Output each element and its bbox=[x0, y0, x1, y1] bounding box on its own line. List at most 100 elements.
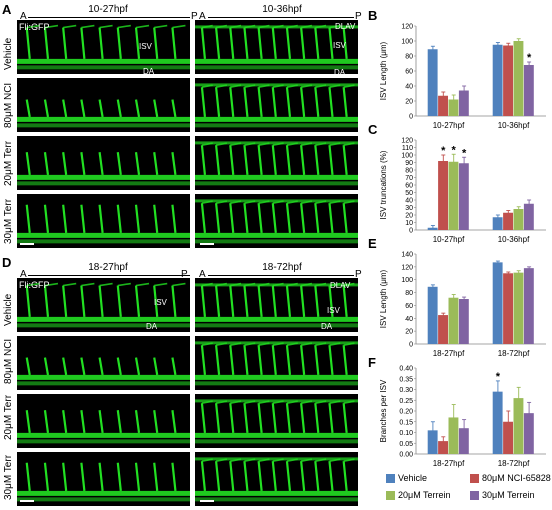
micrograph bbox=[195, 452, 358, 506]
da-label: DA bbox=[334, 68, 346, 77]
legend-item: Vehicle bbox=[386, 473, 427, 483]
y-tick-label: 90 bbox=[405, 160, 413, 167]
y-tick-label: 120 bbox=[401, 264, 413, 271]
y-tick-label: 20 bbox=[405, 99, 413, 106]
bar bbox=[503, 273, 513, 344]
dlav-label: DLAV bbox=[335, 22, 356, 31]
micrograph bbox=[195, 394, 358, 448]
bar bbox=[438, 441, 448, 454]
y-tick-label: 100 bbox=[401, 277, 413, 284]
axis-a-label: A bbox=[199, 11, 206, 22]
y-tick-label: 110 bbox=[402, 145, 413, 152]
significance-star: * bbox=[462, 147, 467, 159]
bar bbox=[492, 44, 503, 116]
x-tick-label: 18-72hpf bbox=[498, 459, 530, 468]
bar bbox=[448, 161, 459, 230]
dlav-label: DLAV bbox=[330, 281, 351, 290]
legend-swatch bbox=[386, 490, 395, 500]
axis-p-label: P bbox=[181, 269, 188, 280]
scale-bar bbox=[200, 500, 214, 502]
micrograph bbox=[195, 136, 358, 190]
bar bbox=[438, 161, 448, 230]
y-tick-label: 30 bbox=[405, 205, 413, 212]
chart-svg: ISV truncations (%)010203040506070809010… bbox=[379, 138, 546, 244]
bar bbox=[523, 413, 534, 454]
axis-line bbox=[208, 17, 354, 18]
legend-label: 80μM NCI-65828 bbox=[482, 473, 551, 483]
y-tick-label: 0.35 bbox=[399, 376, 413, 383]
chart-svg: ISV Length (μm) 0 20 40 60 80 100 120 140 18-27hp… bbox=[379, 252, 546, 358]
bar bbox=[458, 90, 469, 116]
y-tick-label: 0 bbox=[409, 342, 413, 349]
bar bbox=[492, 391, 503, 454]
panel-letter-b: B bbox=[368, 8, 378, 23]
y-tick-label: 70 bbox=[405, 175, 413, 182]
y-tick-label: 120 bbox=[401, 138, 413, 145]
marker-label: Fli:GFP bbox=[19, 22, 50, 32]
bar bbox=[492, 217, 503, 230]
da-label: DA bbox=[143, 67, 155, 76]
panel-letter-f: F bbox=[368, 355, 376, 370]
y-tick-label: 60 bbox=[405, 69, 413, 76]
scale-bar bbox=[20, 500, 34, 502]
x-tick-label: 18-27hpf bbox=[433, 349, 465, 358]
y-tick-label: 60 bbox=[405, 303, 413, 310]
legend: Vehicle 80μM NCI-65828 20μM Terrein 30μM… bbox=[382, 470, 551, 508]
axis-p-label: P bbox=[355, 269, 362, 280]
micrograph bbox=[195, 194, 358, 248]
y-tick-label: 140 bbox=[401, 252, 413, 259]
micrograph bbox=[17, 78, 190, 132]
y-tick-label: 0 bbox=[409, 228, 413, 235]
bar bbox=[513, 398, 524, 454]
row-label: 20μM Terr bbox=[3, 394, 14, 440]
axis-a-label: A bbox=[199, 269, 206, 280]
row-label: 30μM Terr bbox=[3, 454, 14, 500]
y-tick-label: 40 bbox=[405, 316, 413, 323]
bar bbox=[523, 268, 534, 344]
panel-letter-e: E bbox=[368, 236, 377, 251]
x-tick-label: 10-27hpf bbox=[433, 121, 465, 130]
y-axis-label: Branches per ISV bbox=[379, 379, 388, 442]
micrograph bbox=[17, 136, 190, 190]
y-tick-label: 20 bbox=[405, 329, 413, 336]
y-tick-label: 0.25 bbox=[399, 398, 413, 405]
y-tick-label: 0.05 bbox=[399, 441, 413, 448]
x-tick-label: 18-27hpf bbox=[433, 459, 465, 468]
y-axis-label: ISV Length (μm) bbox=[379, 41, 388, 100]
legend-item: 80μM NCI-65828 bbox=[470, 473, 551, 483]
da-label: DA bbox=[321, 322, 333, 331]
row-label: 80μM NCI bbox=[3, 82, 14, 128]
marker-label: Fli:GFP bbox=[19, 280, 50, 290]
bar bbox=[427, 430, 438, 454]
legend-label: 30μM Terrein bbox=[482, 490, 535, 500]
micrograph bbox=[17, 336, 190, 390]
axis-line bbox=[208, 275, 354, 276]
axis-p-label: P bbox=[191, 11, 198, 22]
axis-line bbox=[28, 275, 190, 276]
y-tick-label: 120 bbox=[401, 24, 413, 31]
row-label: 30μM Terr bbox=[3, 198, 14, 244]
legend-swatch bbox=[470, 490, 479, 500]
bar bbox=[458, 163, 469, 230]
bar bbox=[448, 417, 459, 454]
column-header: 18-27hpf bbox=[88, 262, 128, 273]
y-tick-label: 20 bbox=[405, 213, 413, 220]
isv-label: ISV bbox=[139, 42, 152, 51]
micrograph bbox=[195, 336, 358, 390]
y-tick-label: 60 bbox=[405, 183, 413, 190]
micrograph bbox=[17, 394, 190, 448]
row-label: Vehicle bbox=[3, 37, 14, 70]
bar bbox=[503, 212, 513, 230]
bar bbox=[448, 99, 459, 116]
chart-svg: Branches per ISV 0.00 0.05 0.10 0.15 0.20 0.25… bbox=[379, 366, 546, 468]
chart-e: ISV Length (μm) 0 20 40 60 80 100 120 140 18-27hp… bbox=[376, 248, 552, 360]
legend-label: Vehicle bbox=[398, 473, 428, 483]
chart-b: ISV Length (μm) 0 20 40 60 80 100 120 10-27hpf 10… bbox=[376, 20, 552, 132]
bar bbox=[523, 65, 534, 116]
panel-letter-c: C bbox=[368, 122, 378, 137]
chart-svg: ISV Length (μm) 0 20 40 60 80 100 120 10-27hpf 10… bbox=[379, 24, 546, 130]
isv-label: ISV bbox=[333, 41, 346, 50]
scale-bar bbox=[20, 243, 34, 245]
legend-item: 20μM Terrein bbox=[386, 490, 451, 500]
bar bbox=[458, 428, 469, 454]
